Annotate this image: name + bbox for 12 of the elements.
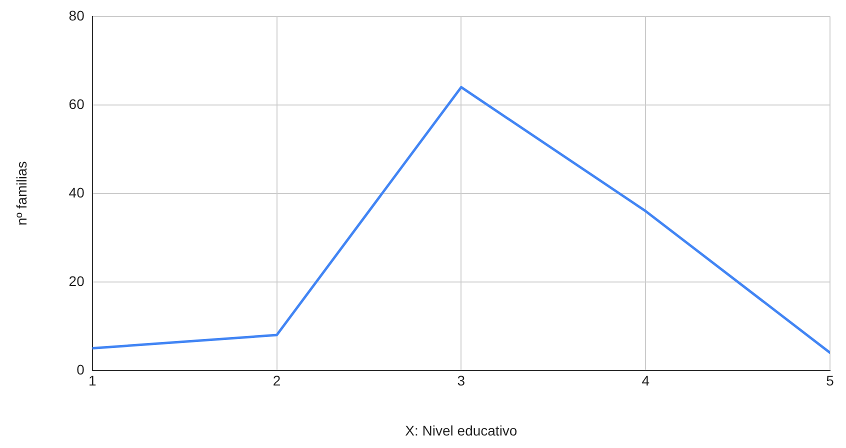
y-tick-label: 80 <box>68 7 85 24</box>
x-axis-title: X: Nivel educativo <box>405 422 518 438</box>
y-tick-label: 40 <box>68 184 85 200</box>
x-tick-label: 1 <box>88 372 96 389</box>
y-axis-title: nº familias <box>13 161 30 226</box>
y-tick-label: 60 <box>68 96 85 112</box>
x-tick-label: 4 <box>642 372 650 389</box>
y-tick-label: 0 <box>76 361 85 378</box>
x-tick-label: 2 <box>272 372 281 389</box>
x-tick-label: 3 <box>457 372 466 389</box>
x-tick-label: 5 <box>826 372 834 389</box>
y-tick-label: 20 <box>68 272 85 289</box>
